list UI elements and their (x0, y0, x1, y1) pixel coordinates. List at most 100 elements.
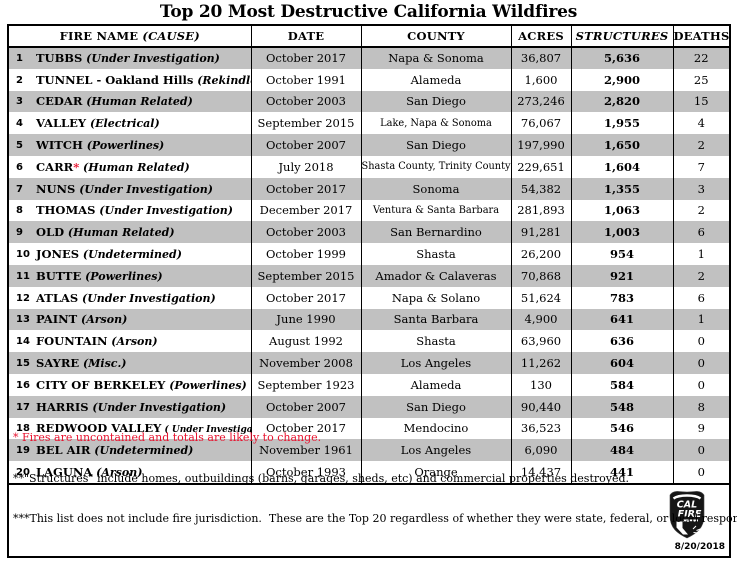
fire-name: BUTTE (36, 268, 82, 283)
county-cell: Lake, Napa & Sonoma (361, 112, 512, 135)
date-cell: June 1990 (251, 308, 362, 331)
footnote-uncontained: * Fires are uncontained and totals are l… (13, 431, 322, 445)
structures-cell: 1,650 (571, 134, 674, 156)
fire-name-cell: 8 THOMAS (Under Investigation) (9, 199, 252, 222)
county-cell: Los Angeles (361, 352, 512, 374)
deaths-cell: 9 (697, 421, 705, 436)
fire-name-cell: 15 SAYRE (Misc.) (9, 352, 252, 374)
date-cell: October 2017 (251, 417, 362, 440)
row-rank: 18 (16, 423, 30, 435)
table-row: 1 TUBBS (Under Investigation) October 201… (9, 47, 729, 69)
deaths-cell: 15 (673, 90, 729, 113)
deaths-cell: 3 (673, 177, 729, 200)
wildfire-table-body: 1 TUBBS (Under Investigation) October 201… (9, 47, 729, 483)
structures-cell: 584 (571, 373, 674, 396)
acres-cell: 130 (511, 373, 572, 396)
fire-name: THOMAS (36, 203, 96, 218)
date-cell: November 2008 (251, 352, 362, 374)
header-fire-name: FIRE NAME (CAUSE) (9, 26, 252, 48)
table-row: 17 HARRIS (Under Investigation) October 2… (9, 395, 729, 418)
table-row: 19 BEL AIR (Undetermined) November 1961 L… (9, 439, 729, 462)
date-cell: October 2007 (251, 134, 362, 156)
county-cell: Shasta County, Trinity County (361, 155, 512, 178)
county-cell: Orange (361, 461, 512, 483)
acres-cell: 11,262 (511, 352, 572, 374)
county-cell: Ventura & Santa Barbara (361, 199, 512, 222)
acres-cell: 51,624 (511, 286, 572, 309)
header-cause-label: (CAUSE) (142, 29, 200, 43)
date-cell: October 2017 (251, 47, 362, 69)
deaths-cell: 2 (697, 203, 705, 218)
row-rank: 1 (16, 53, 23, 65)
county-cell: Sonoma (361, 177, 512, 200)
california-silhouette (676, 521, 688, 535)
fire-name: SAYRE (36, 356, 80, 371)
table-row: 8 THOMAS (Under Investigation) December 2… (9, 199, 729, 222)
header-deaths: DEATHS (673, 26, 729, 48)
fire-cause: (Under Investigation) (82, 52, 220, 66)
table-row: 9 OLD (Human Related) October 2003 San Be… (9, 221, 729, 244)
fire-name-cell: 11 BUTTE (Powerlines) (9, 264, 252, 287)
county-cell: Napa & Sonoma (361, 47, 512, 69)
structures-cell: 641 (571, 308, 674, 331)
fire-cause: (Electrical) (86, 117, 160, 131)
header-date: DATE (251, 26, 362, 48)
cal-fire-badge-icon: CAL FIRE (669, 491, 705, 539)
deaths-cell: 4 (697, 116, 705, 131)
acres-cell: 197,990 (511, 134, 572, 156)
structures-cell: 2,820 (571, 90, 674, 113)
table-row: 6 CARR* (Human Related) July 2018 Shasta … (9, 155, 729, 178)
county-cell: San Diego (361, 134, 512, 156)
fire-name: BEL AIR (36, 443, 91, 458)
header-acres: ACRES (511, 26, 572, 48)
county-cell: San Diego (361, 395, 512, 418)
table-row: 13 PAINT (Arson) June 1990 Santa Barbara … (9, 308, 729, 331)
fire-name: ATLAS (36, 290, 79, 305)
fire-name-cell: 3 CEDAR (Human Related) (9, 90, 252, 113)
county-cell: Santa Barbara (361, 308, 512, 331)
header-county: COUNTY (361, 26, 512, 48)
acres-cell: 6,090 (511, 439, 572, 462)
structures-cell: 2,900 (571, 68, 674, 91)
deaths-cell: 25 (693, 72, 709, 87)
date-cell: July 2018 (251, 155, 362, 178)
acres-cell: 281,893 (511, 199, 572, 222)
wildfire-table: FIRE NAME (CAUSE) DATE COUNTY ACRES STRU… (9, 26, 729, 483)
acres-cell: 1,600 (511, 68, 572, 91)
row-rank: 8 (16, 205, 23, 217)
county-cell: Shasta (361, 330, 512, 353)
date-cell: December 2017 (251, 199, 362, 222)
county-cell: Mendocino (361, 417, 512, 440)
fire-cause: (Misc.) (79, 357, 127, 371)
deaths-cell: 1 (697, 247, 705, 262)
deaths-cell: 2 (673, 134, 729, 156)
fire-name-cell: 14 FOUNTAIN (Arson) (9, 330, 252, 353)
fire-name: TUNNEL - Oakland Hills (36, 72, 194, 87)
row-rank: 12 (16, 292, 30, 304)
date-cell: October 2017 (251, 286, 362, 309)
row-rank: 11 (16, 270, 30, 282)
fire-name: NUNS (36, 181, 76, 196)
fire-name-cell: 7 NUNS (Under Investigation) (9, 177, 252, 200)
fire-name: CITY OF BERKELEY (36, 377, 166, 392)
fire-name-cell: 6 CARR* (Human Related) (9, 155, 252, 178)
table-row: 14 FOUNTAIN (Arson) August 1992 Shasta 63… (9, 330, 729, 353)
county-cell: Napa & Solano (361, 286, 512, 309)
acres-cell: 14,437 (511, 461, 572, 483)
date-cell: September 2015 (251, 264, 362, 287)
row-rank: 14 (16, 336, 30, 348)
footnote-jurisdiction: ***This list does not include fire juris… (13, 512, 737, 526)
table-row: 5 WITCH (Powerlines) October 2007 San Die… (9, 134, 729, 156)
fire-cause: (Human Related) (82, 95, 193, 109)
fire-cause: (Human Related) (64, 226, 175, 240)
row-rank: 5 (16, 140, 23, 152)
fire-cause: ( Under Investigation) (164, 425, 250, 436)
row-rank: 7 (16, 183, 23, 195)
fire-cause: (Powerlines) (165, 378, 247, 392)
fire-cause: (Under Investigation) (88, 400, 227, 414)
fire-cause: (Powerlines) (81, 269, 163, 283)
fire-name-cell: 20 LAGUNA (Arson) (9, 461, 252, 483)
fire-cause: (Human Related) (79, 160, 190, 174)
